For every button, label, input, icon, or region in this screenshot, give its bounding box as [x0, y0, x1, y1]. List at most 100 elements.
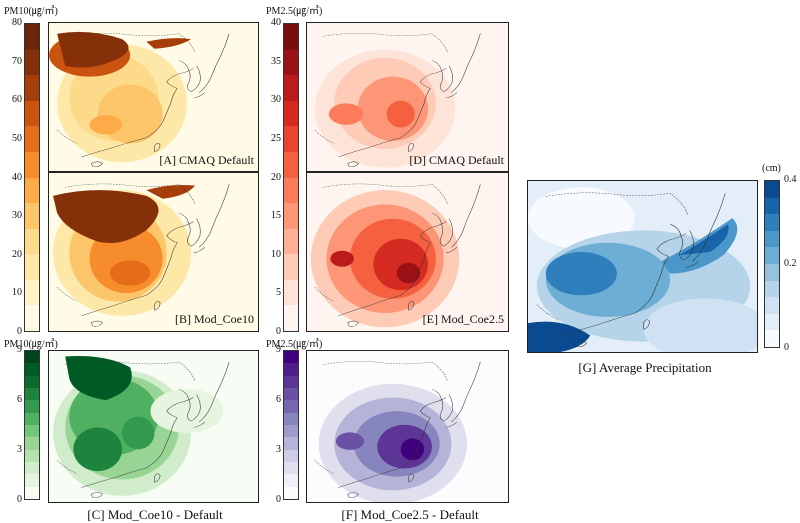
panel-d-label: [D] CMAQ Default [409, 153, 504, 167]
colorbar-swatch [284, 49, 298, 76]
colorbar-swatch [284, 151, 298, 178]
colorbar-swatch [25, 203, 39, 229]
colorbar-swatch [284, 462, 298, 475]
colorbar-swatch [25, 75, 39, 101]
panel-b-label: [B] Mod_Coe10 [175, 312, 254, 326]
colorbar-swatch [284, 305, 298, 331]
colorbar-swatch [284, 375, 298, 389]
colorbar-swatch [284, 437, 298, 450]
colorbar-swatch [284, 388, 298, 401]
colorbar-tick-label: 40 [12, 171, 22, 183]
pm25-diff-unit-label: PM2.5(㎍/㎥) [266, 339, 323, 350]
colorbar-tick-label: 0.4 [784, 174, 797, 185]
panel-a-label: [A] CMAQ Default [159, 153, 254, 167]
colorbar-swatch [284, 24, 298, 50]
colorbar-swatch [284, 363, 298, 376]
pm25-unit-label: PM2.5(㎍/㎥) [266, 6, 323, 17]
colorbar-swatch [765, 297, 779, 314]
pm10-diff-colorbar [24, 350, 40, 500]
pm25-colorbar [283, 23, 299, 332]
precip-unit-label: (cm) [762, 163, 781, 174]
colorbar-tick-label: 15 [271, 210, 281, 222]
pm10-diff-unit-label: PM10(㎍/㎥) [4, 339, 58, 350]
panel-c-label: [C] Mod_Coe10 - Default [87, 507, 223, 522]
map-panel-g [527, 180, 758, 353]
colorbar-swatch [284, 100, 298, 127]
colorbar-swatch [25, 279, 39, 306]
colorbar-swatch [25, 437, 39, 450]
colorbar-swatch [765, 181, 779, 198]
colorbar-swatch [284, 474, 298, 487]
colorbar-swatch [284, 351, 298, 364]
map-panel-d: [D] CMAQ Default [306, 22, 509, 172]
colorbar-tick-label: 9 [276, 344, 281, 355]
colorbar-swatch [25, 49, 39, 76]
panel-e-label: [E] Mod_Coe2.5 [422, 312, 504, 326]
colorbar-swatch [25, 486, 39, 499]
colorbar-swatch [284, 254, 298, 280]
colorbar-swatch [284, 279, 298, 306]
colorbar-swatch [25, 388, 39, 401]
colorbar-swatch [25, 24, 39, 50]
colorbar-swatch [25, 425, 39, 438]
colorbar-swatch [765, 247, 779, 265]
pm10-unit-label: PM10(㎍/㎥) [4, 6, 58, 17]
colorbar-swatch [25, 126, 39, 152]
colorbar-tick-label: 0 [276, 494, 281, 505]
colorbar-swatch [25, 254, 39, 280]
colorbar-tick-label: 60 [12, 94, 22, 106]
colorbar-tick-label: 0 [784, 342, 789, 353]
colorbar-tick-label: 0 [276, 326, 281, 337]
colorbar-tick-label: 10 [12, 287, 22, 299]
panel-f-label: [F] Mod_Coe2.5 - Default [341, 507, 479, 522]
precip-colorbar [764, 180, 780, 348]
colorbar-swatch [284, 203, 298, 229]
colorbar-tick-label: 70 [12, 55, 22, 67]
colorbar-tick-label: 0.2 [784, 258, 797, 269]
colorbar-swatch [25, 351, 39, 364]
colorbar-swatch [25, 474, 39, 487]
colorbar-swatch [765, 313, 779, 331]
colorbar-swatch [25, 228, 39, 255]
colorbar-swatch [284, 486, 298, 499]
colorbar-tick-label: 20 [271, 171, 281, 183]
colorbar-swatch [284, 449, 298, 463]
colorbar-swatch [25, 363, 39, 376]
colorbar-tick-label: 80 [12, 17, 22, 28]
map-panel-b: [B] Mod_Coe10 [48, 172, 259, 332]
colorbar-swatch [284, 228, 298, 255]
colorbar-swatch [284, 412, 298, 426]
pm25-diff-colorbar [283, 350, 299, 500]
colorbar-tick-label: 3 [276, 444, 281, 455]
colorbar-swatch [765, 264, 779, 281]
colorbar-swatch [284, 75, 298, 101]
panel-g-label: [G] Average Precipitation [578, 360, 712, 375]
colorbar-swatch [25, 100, 39, 127]
colorbar-swatch [765, 197, 779, 215]
colorbar-swatch [284, 400, 298, 413]
colorbar-tick-label: 6 [276, 394, 281, 405]
colorbar-tick-label: 6 [17, 394, 22, 405]
map-panel-f [306, 350, 509, 503]
colorbar-tick-label: 30 [271, 94, 281, 106]
colorbar-swatch [284, 177, 298, 204]
colorbar-swatch [25, 412, 39, 426]
colorbar-swatch [25, 462, 39, 475]
colorbar-tick-label: 0 [17, 326, 22, 337]
colorbar-swatch [765, 214, 779, 231]
colorbar-tick-label: 9 [17, 344, 22, 355]
colorbar-tick-label: 25 [271, 132, 281, 144]
colorbar-tick-label: 20 [12, 248, 22, 260]
colorbar-swatch [284, 425, 298, 438]
colorbar-tick-label: 50 [12, 132, 22, 144]
map-panel-e: [E] Mod_Coe2.5 [306, 172, 509, 332]
colorbar-tick-label: 5 [276, 287, 281, 299]
colorbar-swatch [25, 305, 39, 331]
colorbar-swatch [25, 177, 39, 204]
map-panel-a: [A] CMAQ Default [48, 22, 259, 172]
colorbar-tick-label: 10 [271, 248, 281, 260]
colorbar-swatch [25, 400, 39, 413]
colorbar-tick-label: 30 [12, 210, 22, 222]
colorbar-tick-label: 40 [271, 17, 281, 28]
colorbar-swatch [765, 280, 779, 298]
